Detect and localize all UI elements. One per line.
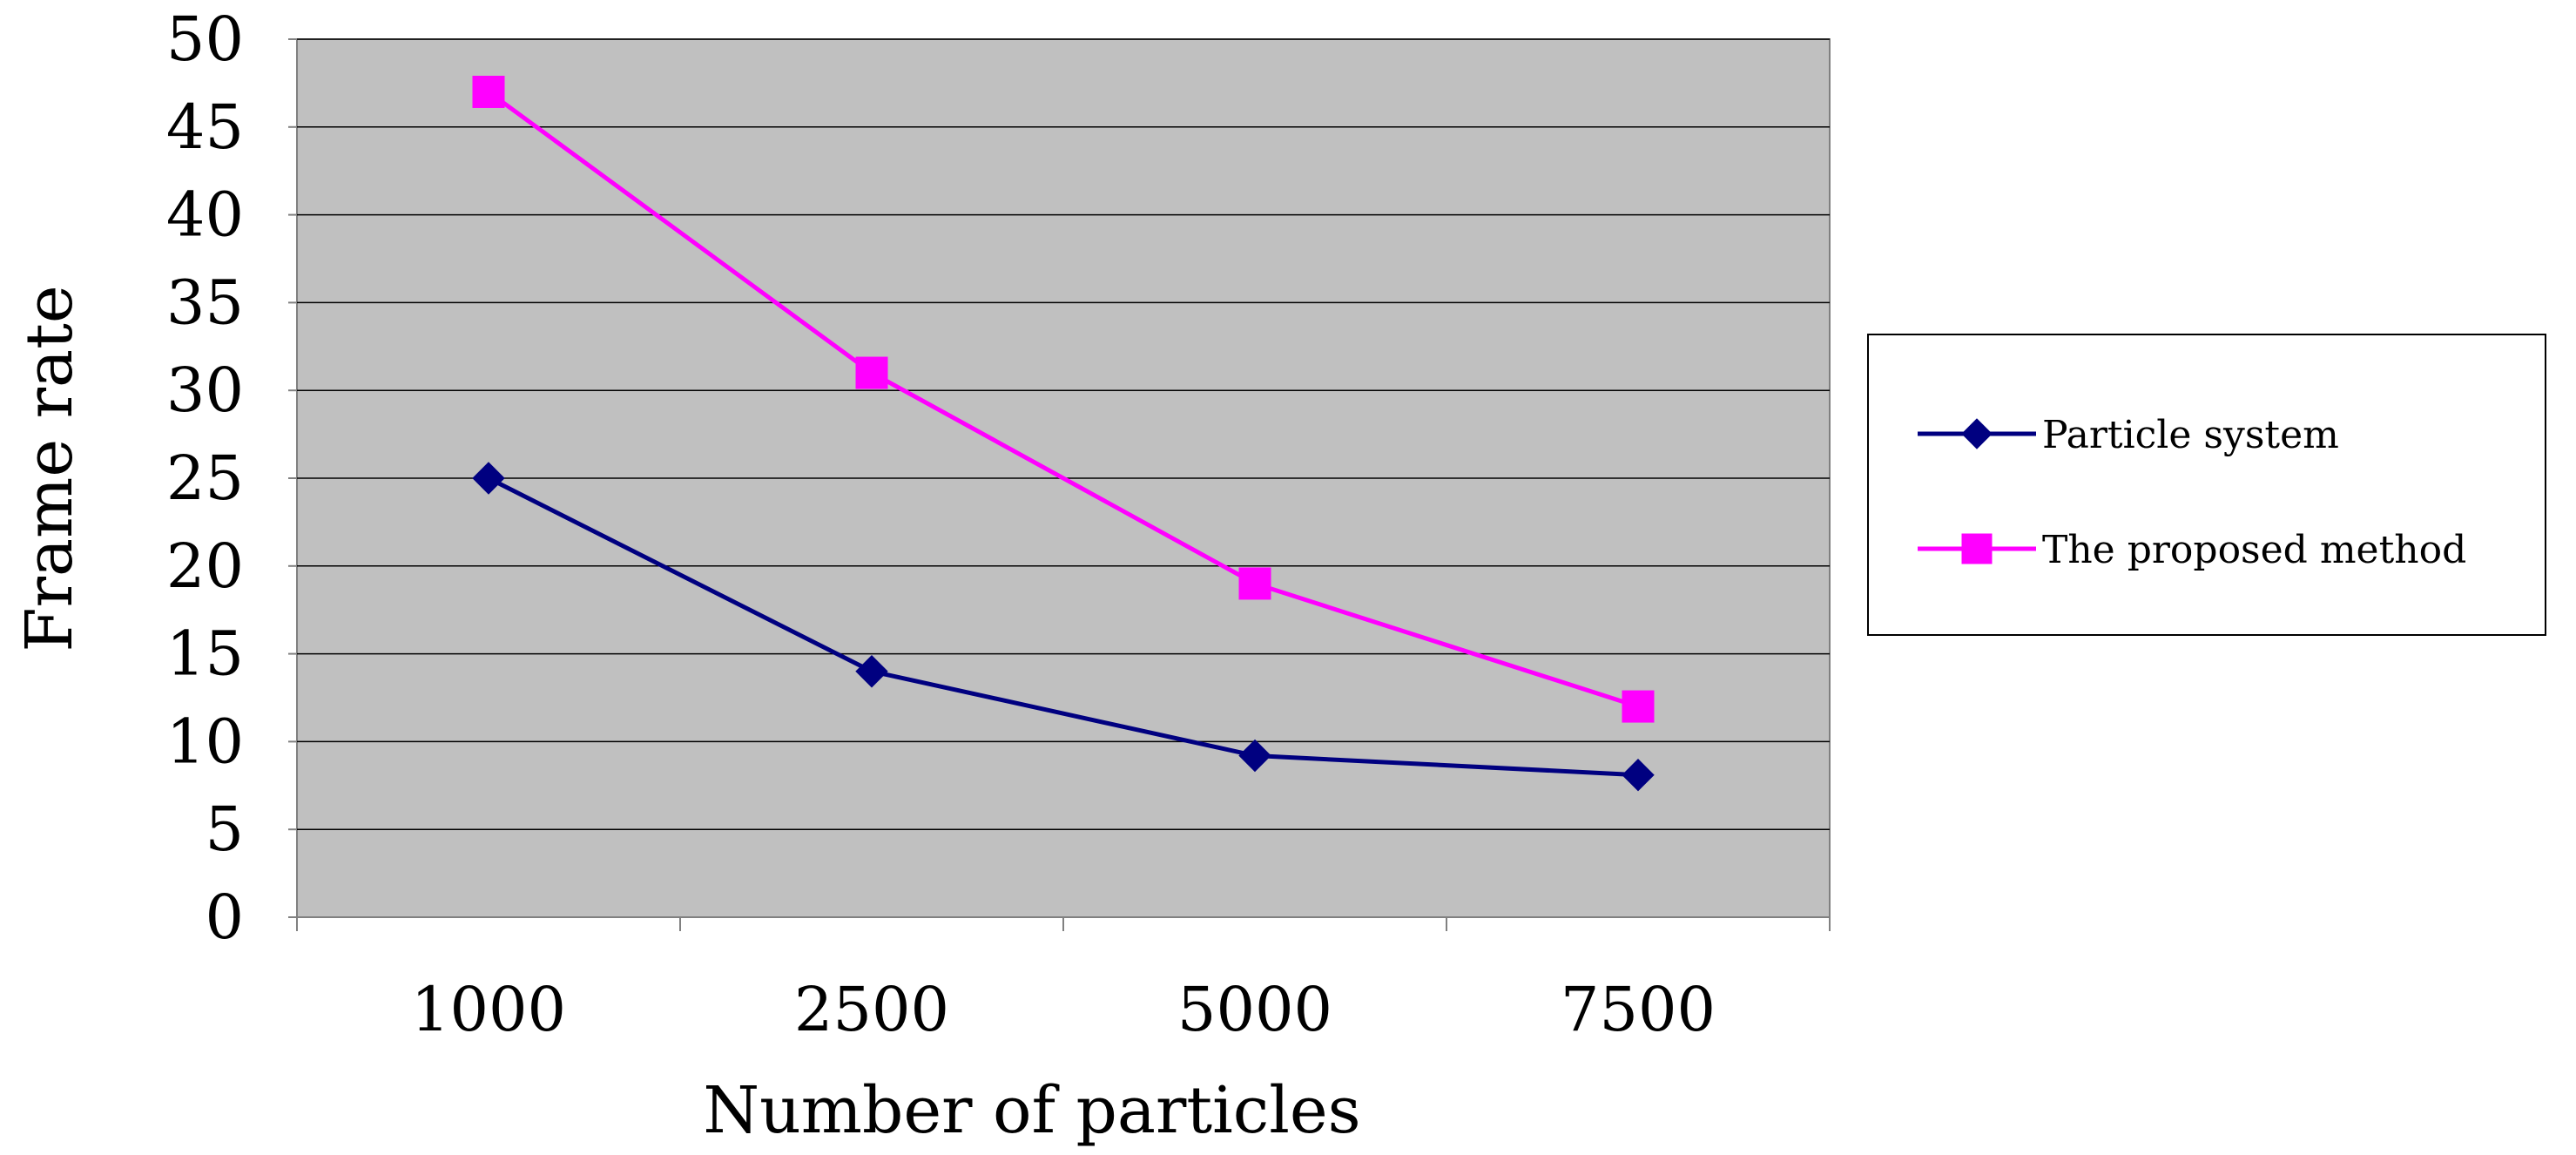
x-axis-title: Number of particles xyxy=(703,1073,1360,1148)
legend-box xyxy=(1867,334,2546,636)
y-tick-label: 25 xyxy=(166,442,244,514)
y-tick-label: 20 xyxy=(166,530,244,602)
legend-label: Particle system xyxy=(2042,413,2339,457)
x-tick-label: 2500 xyxy=(794,974,949,1045)
data-point-diamond xyxy=(855,655,888,688)
legend-label: The proposed method xyxy=(2042,528,2466,572)
x-tick-label: 7500 xyxy=(1561,974,1716,1045)
data-point-square xyxy=(472,75,505,108)
y-tick-label: 40 xyxy=(166,179,244,251)
x-tick-label: 1000 xyxy=(411,974,566,1045)
data-point-diamond xyxy=(472,462,505,495)
gridlines xyxy=(297,38,1830,830)
y-tick-label: 0 xyxy=(205,881,244,953)
data-point-diamond xyxy=(1238,739,1271,773)
y-tick-label: 35 xyxy=(166,267,244,338)
series-line xyxy=(487,476,1639,778)
y-tick-labels: 0 5 10 15 20 25 30 35 40 45 50 xyxy=(166,3,244,953)
y-tick-label: 10 xyxy=(166,706,244,777)
y-tick-label: 45 xyxy=(166,91,244,163)
data-point-square xyxy=(855,356,888,389)
data-point-diamond xyxy=(1622,758,1655,792)
y-axis-title: Frame rate xyxy=(12,285,87,652)
x-tick-label: 5000 xyxy=(1177,974,1332,1045)
y-tick-label: 15 xyxy=(166,618,244,690)
legend-marker-square xyxy=(1961,533,1993,564)
y-tick-label: 30 xyxy=(166,355,244,426)
series-line xyxy=(487,90,1639,709)
series xyxy=(472,75,1655,792)
axes xyxy=(288,38,1831,931)
x-tick-labels: 1000 2500 5000 7500 xyxy=(411,974,1716,1045)
y-tick-label: 5 xyxy=(205,794,244,865)
data-point-square xyxy=(1622,690,1655,723)
legend-marker-diamond xyxy=(1961,418,1993,449)
data-point-square xyxy=(1238,567,1271,600)
legend: Particle system The proposed method xyxy=(1867,334,2546,636)
y-tick-label: 50 xyxy=(166,3,244,75)
